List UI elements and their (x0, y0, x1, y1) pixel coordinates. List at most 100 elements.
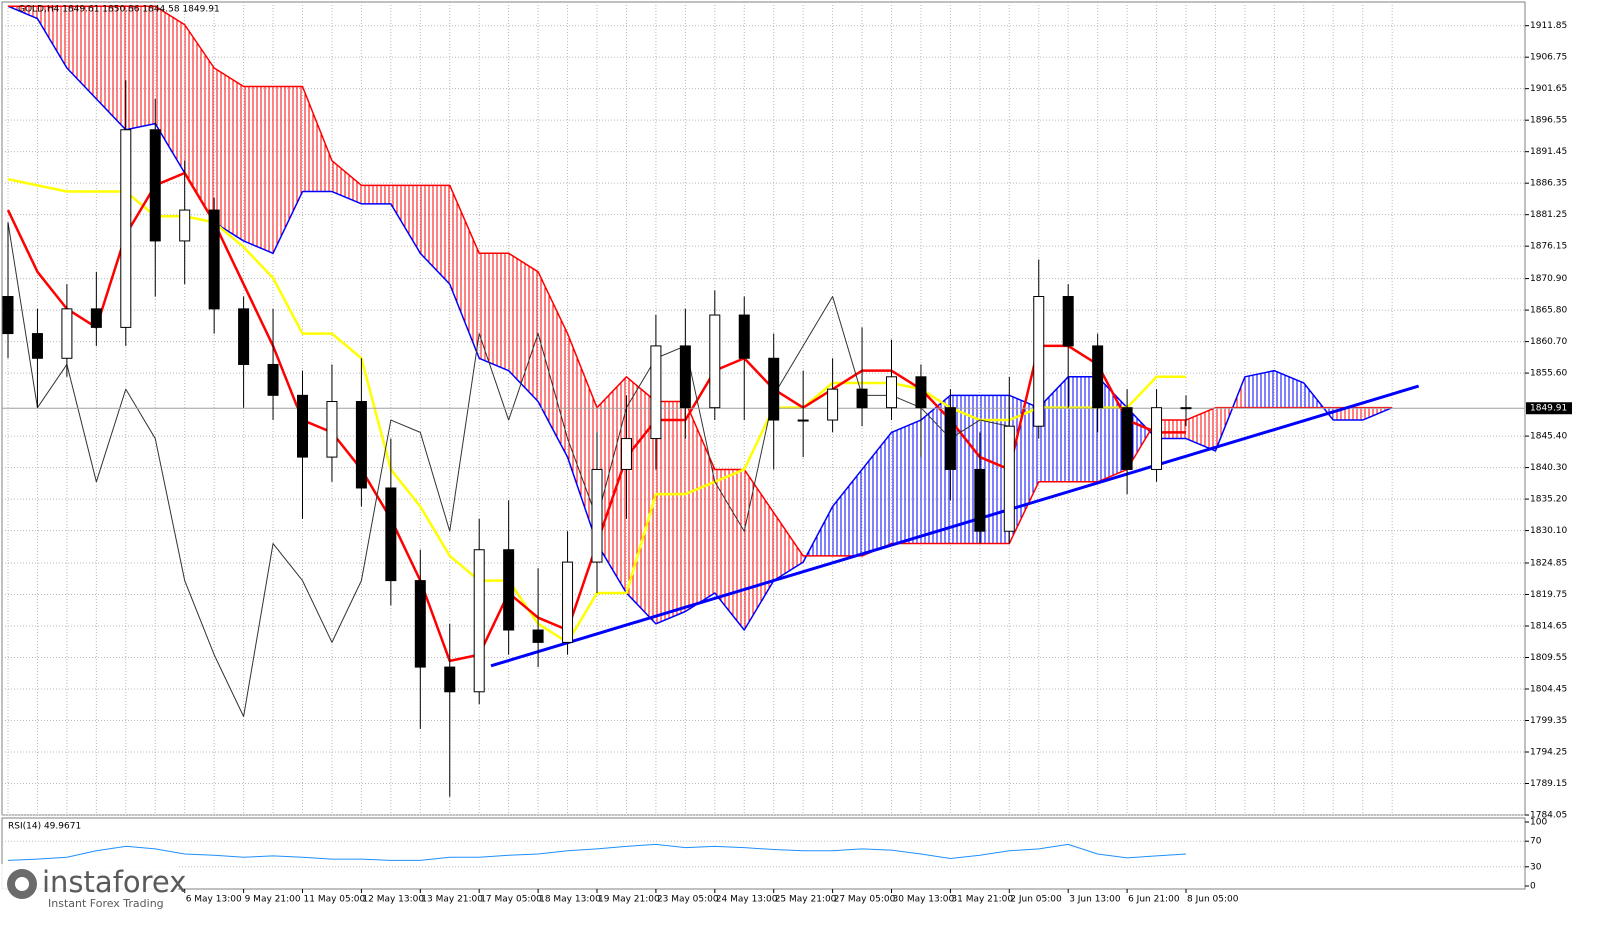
y-tick-label: 1799.35 (1530, 716, 1567, 726)
y-tick-label: 1794.25 (1530, 748, 1567, 758)
candle-body (591, 468, 603, 563)
y-tick-label: 1896.55 (1530, 116, 1567, 126)
x-tick-label: 3 Jun 13:00 (1069, 895, 1121, 905)
candle-body (444, 666, 456, 693)
cloud-fill (361, 185, 391, 204)
cloud-fill (125, 6, 156, 130)
x-tick-label: 27 May 05:00 (834, 895, 896, 905)
watermark-tagline: Instant Forex Trading (48, 897, 164, 910)
y-tick-label: 1840.30 (1530, 463, 1567, 473)
candle-body (179, 209, 191, 242)
y-tick-label: 1845.40 (1530, 432, 1567, 442)
candle-body (208, 209, 220, 310)
candle-body (1092, 345, 1104, 409)
cloud-fill (920, 395, 951, 544)
candle-body (385, 487, 397, 582)
y-tick-label: 1860.70 (1530, 337, 1567, 347)
x-tick-label: 6 Jun 21:00 (1128, 895, 1180, 905)
last-price-label: 1849.91 (1530, 404, 1567, 414)
y-tick-label: 100 (1530, 818, 1547, 828)
candle-body (503, 549, 515, 631)
candle-body (1062, 296, 1074, 347)
cloud-fill (420, 185, 450, 285)
candle-body (149, 129, 161, 242)
candle-body (886, 376, 897, 409)
cloud-fill (449, 185, 480, 359)
y-tick-label: 1824.85 (1530, 559, 1567, 569)
candle-body (238, 308, 250, 365)
candle-body (61, 308, 73, 359)
y-tick-label: 1901.65 (1530, 84, 1567, 94)
cloud-fill (773, 512, 804, 581)
indicator-line (7, 177, 1186, 644)
x-tick-label: 18 May 13:00 (539, 895, 601, 905)
candle-body (267, 363, 279, 396)
candle-body (120, 129, 132, 328)
candle-body (1003, 425, 1015, 532)
x-tick-label: 13 May 21:00 (421, 895, 483, 905)
candle-body (915, 376, 927, 409)
rsi-panel-frame (1, 817, 1526, 890)
candle-body (974, 468, 986, 532)
rsi-line (7, 843, 1187, 861)
cloud-fill (155, 6, 185, 173)
indicator-line (7, 222, 1010, 717)
x-tick-label: 11 May 05:00 (304, 895, 366, 905)
x-tick-label: 25 May 21:00 (775, 895, 837, 905)
candle-body (827, 388, 839, 421)
indicator-lines (2, 171, 1525, 861)
x-tick-label: 17 May 05:00 (480, 895, 542, 905)
x-tick-label: 23 May 05:00 (657, 895, 719, 905)
cloud-fill (832, 469, 863, 556)
candle-body (738, 314, 750, 359)
cloud-fill (891, 420, 921, 544)
watermark-brand: instaforex (42, 865, 186, 899)
x-tick-label: 30 May 13:00 (893, 895, 955, 905)
candle-body (679, 345, 691, 409)
candle-body (768, 357, 780, 421)
y-tick-label: 1886.35 (1530, 179, 1567, 189)
cloud-fill (1038, 376, 1069, 482)
candle-body (856, 388, 868, 409)
y-tick-label: 1819.75 (1530, 590, 1567, 600)
y-tick-label: 1870.90 (1530, 274, 1567, 284)
candle-body (532, 629, 544, 643)
cloud-fill (597, 376, 627, 593)
y-tick-label: 1865.80 (1530, 306, 1567, 316)
candle-body (620, 438, 632, 470)
cloud-fill (655, 401, 686, 624)
candle-body (355, 401, 367, 489)
x-tick-label: 12 May 13:00 (362, 895, 424, 905)
candle-body (1180, 407, 1192, 410)
candle-body (797, 419, 809, 422)
cloud-fill (390, 185, 421, 254)
candle-body (562, 561, 574, 643)
trend-line (490, 384, 1420, 668)
cloud-fill (302, 86, 332, 192)
watermark-icon-inner (15, 877, 29, 891)
cloud-fill (1244, 370, 1275, 408)
axes: 1911.85 1906.75 1901.65 1896.55 1891.45 1886.… (184, 21, 1572, 905)
cloud-fill (862, 432, 892, 556)
cloud-fill (626, 376, 656, 624)
cloud-fill (1097, 376, 1128, 482)
candle-body (650, 345, 662, 440)
candle-body (473, 549, 485, 693)
x-tick-label: 8 Jun 05:00 (1187, 895, 1239, 905)
candle-body (90, 308, 102, 328)
candle-body (31, 333, 43, 359)
candle-body (1151, 407, 1163, 470)
cloud-fill (567, 333, 597, 544)
y-tick-label: 1911.85 (1530, 21, 1567, 31)
y-tick-label: 70 (1530, 837, 1542, 847)
candle-body (1121, 407, 1133, 470)
y-tick-label: 1881.25 (1530, 210, 1567, 220)
candle-body (1033, 296, 1045, 427)
cloud-fill (331, 160, 362, 204)
candles (2, 80, 1192, 797)
y-tick-label: 1814.65 (1530, 622, 1567, 632)
rsi-title: RSI(14) 49.9671 (8, 822, 81, 832)
y-tick-label: 1855.60 (1530, 369, 1567, 379)
